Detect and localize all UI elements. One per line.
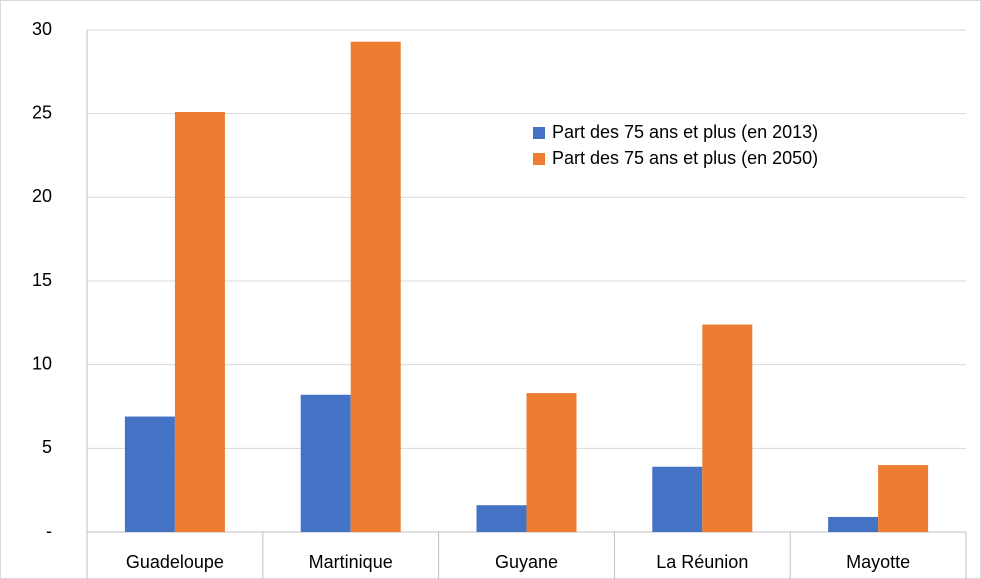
x-tick-label: Guyane [495,552,558,572]
bar [828,516,879,532]
bar [350,41,401,533]
y-tick-label: 10 [32,353,52,373]
y-tick-label: 30 [32,19,52,39]
bar [300,394,351,532]
y-tick-label: 15 [32,270,52,290]
x-tick-label: Martinique [309,552,393,572]
x-tick-label: Guadeloupe [126,552,224,572]
bar [702,324,753,532]
x-tick-label: Mayotte [846,552,910,572]
x-tick-label: La Réunion [656,552,748,572]
bar [124,416,175,532]
legend-label: Part des 75 ans et plus (en 2050) [552,148,818,168]
legend-label: Part des 75 ans et plus (en 2013) [552,122,818,142]
bar [526,393,577,532]
bar [878,465,929,532]
bar [652,466,703,532]
y-tick-label: 25 [32,102,52,122]
bar [476,505,527,532]
y-tick-label: 5 [42,437,52,457]
legend-swatch [533,153,545,165]
y-tick-label: 20 [32,186,52,206]
y-tick-label: - [46,521,52,541]
bar [174,111,225,532]
legend-swatch [533,127,545,139]
